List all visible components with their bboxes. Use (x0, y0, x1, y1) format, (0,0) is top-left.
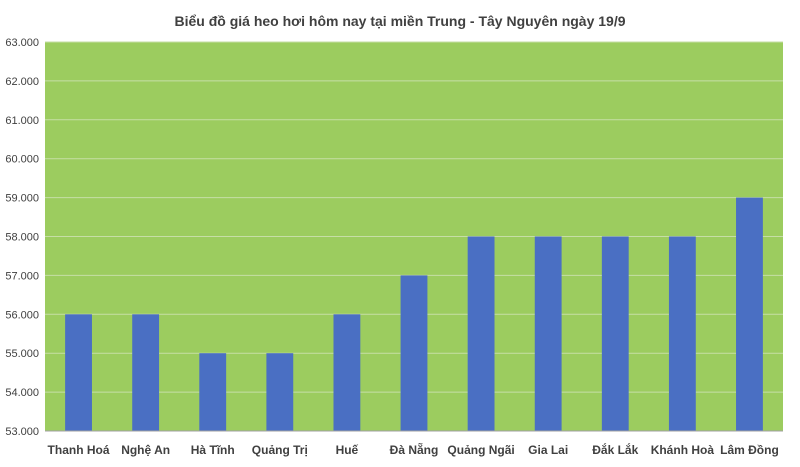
bar (467, 236, 495, 431)
bar (266, 353, 294, 431)
x-tick-label: Khánh Hoà (651, 443, 715, 457)
y-tick-label: 55.000 (5, 348, 39, 360)
y-tick-label: 58.000 (5, 232, 39, 244)
bar (400, 275, 428, 431)
y-tick-label: 60.000 (5, 154, 39, 166)
bar (736, 197, 763, 431)
bar (534, 236, 562, 431)
y-tick-label: 59.000 (5, 193, 39, 205)
x-tick-label: Quảng Ngãi (447, 443, 514, 457)
y-axis-ticks: 53.000 54.000 55.000 56.000 57.000 58.000 59.0… (5, 37, 39, 438)
x-tick-label: Hà Tĩnh (191, 443, 235, 457)
x-tick-label: Gia Lai (528, 443, 568, 457)
y-tick-label: 62.000 (5, 76, 39, 88)
bar (333, 314, 361, 431)
bar (601, 236, 629, 431)
y-tick-label: 56.000 (5, 309, 39, 321)
y-tick-label: 54.000 (5, 387, 39, 399)
bar (132, 314, 160, 431)
x-tick-label: Đà Nẵng (390, 442, 439, 457)
bar (668, 236, 696, 431)
bar (65, 314, 92, 431)
y-tick-label: 57.000 (5, 270, 39, 282)
x-tick-label: Nghệ An (121, 443, 170, 457)
chart-title: Biểu đồ giá heo hơi hôm nay tại miền Tru… (174, 13, 625, 29)
x-tick-label: Huế (336, 443, 359, 457)
bar (199, 353, 227, 431)
x-tick-label: Thanh Hoá (48, 443, 110, 457)
x-axis-ticks: Thanh Hoá Nghệ An Hà Tĩnh Quảng Trị Huế Đà Nẵ… (48, 442, 779, 457)
x-tick-label: Quảng Trị (252, 443, 308, 457)
x-tick-label: Lâm Đồng (720, 443, 779, 457)
y-tick-label: 53.000 (5, 426, 39, 438)
y-tick-label: 63.000 (5, 37, 39, 49)
y-tick-label: 61.000 (5, 115, 39, 127)
bars (65, 197, 763, 431)
x-tick-label: Đắk Lắk (592, 442, 638, 457)
